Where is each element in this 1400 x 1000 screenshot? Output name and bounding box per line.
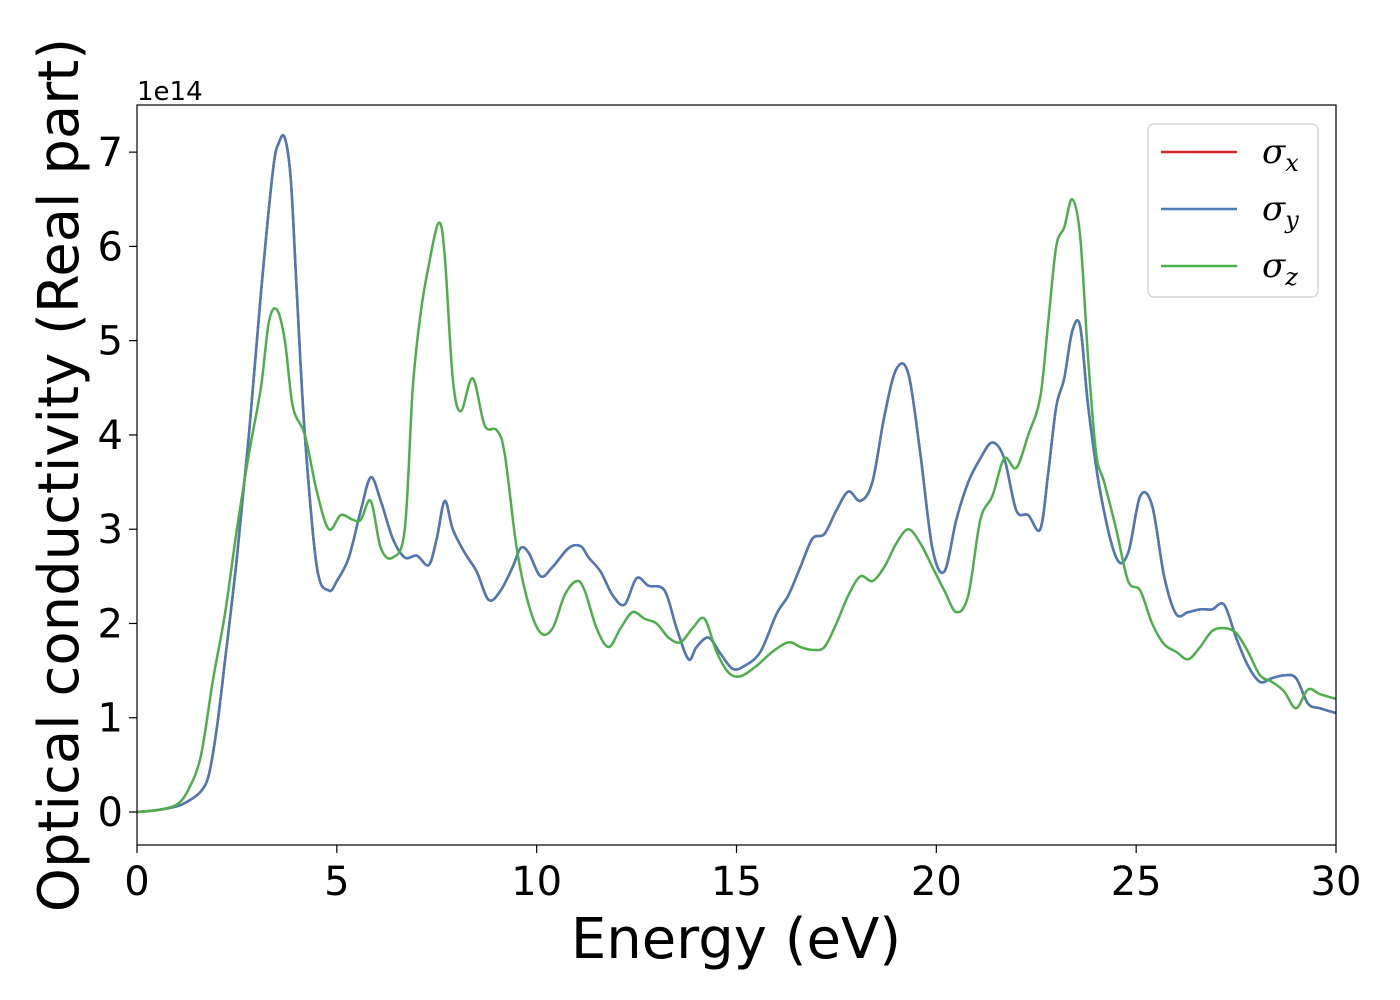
y-tick-label: 2	[98, 601, 123, 647]
legend-label-sigma-x: σx	[1262, 132, 1299, 177]
x-tick-label: 15	[711, 859, 762, 905]
legend: σx σy σz	[1147, 123, 1319, 298]
y-axis-title: Optical conductivity (Real part)	[27, 38, 92, 912]
series-line-sigma-y	[137, 134, 1336, 814]
y-tick-label: 4	[98, 413, 123, 459]
y-tick-label: 3	[98, 507, 123, 553]
y-offset-label: 1e14	[137, 77, 203, 107]
y-tick-label: 7	[98, 130, 123, 176]
series-line-sigma-z	[137, 198, 1336, 814]
y-tick-label: 1	[98, 696, 123, 742]
x-axis-title: Energy (eV)	[571, 907, 901, 972]
series-layer	[137, 134, 1336, 814]
x-tick-label: 5	[324, 859, 349, 905]
x-axis-ticks: 0 5 10 15 20 25 30	[124, 845, 1361, 905]
x-tick-label: 0	[124, 859, 149, 905]
x-tick-label: 25	[1111, 859, 1162, 905]
y-axis-ticks: 0 1 2 3 4 5 6 7	[98, 130, 137, 836]
legend-label-sigma-y: σy	[1262, 189, 1299, 234]
x-tick-label: 10	[511, 859, 562, 905]
legend-label-sigma-z: σz	[1262, 246, 1298, 291]
legend-box	[1147, 123, 1319, 298]
y-tick-label: 6	[98, 224, 123, 270]
y-tick-label: 5	[98, 319, 123, 365]
x-tick-label: 20	[911, 859, 962, 905]
legend-items: σx σy σz	[1161, 132, 1299, 291]
y-tick-label: 0	[98, 790, 123, 836]
x-tick-label: 30	[1311, 859, 1362, 905]
plot-background	[137, 105, 1336, 845]
